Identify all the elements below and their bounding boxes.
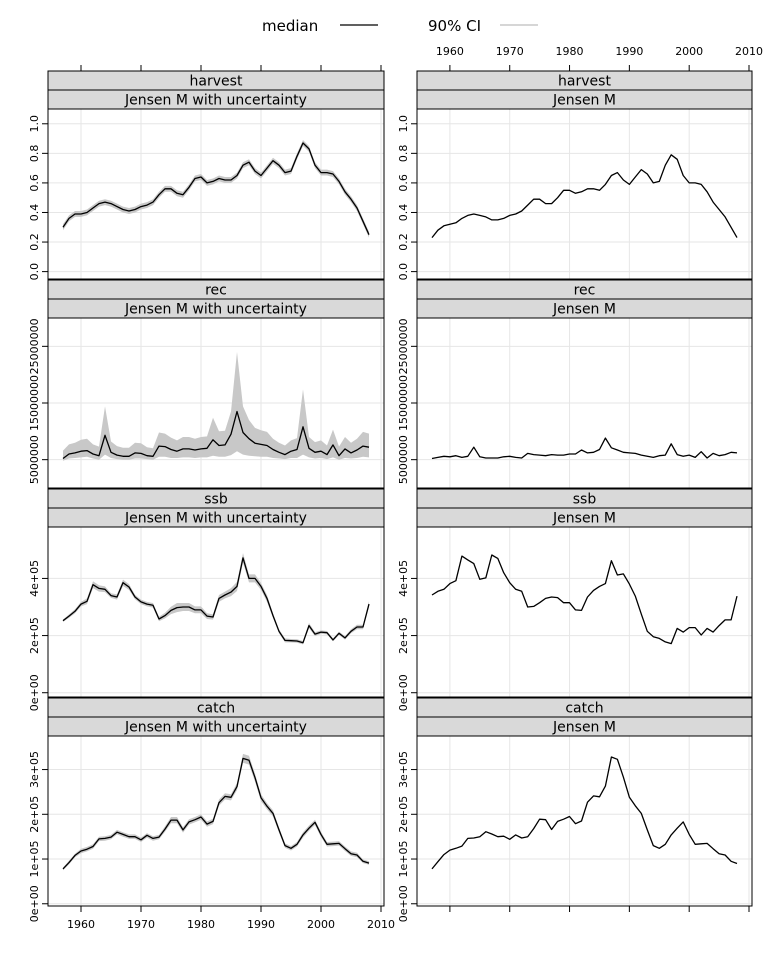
- x-tick-label-top: 1990: [615, 45, 643, 58]
- y-tick-label: 0.6: [28, 174, 41, 192]
- panel-catch-col2: catch Jensen M 0e+00 1e+05 2e+05 3e+05: [397, 697, 753, 922]
- y-tick-label: 15000000: [397, 375, 410, 431]
- y-tick-label: 2e+05: [28, 796, 41, 833]
- panel-border: [416, 108, 753, 280]
- y-tick-label: 25000000: [28, 318, 41, 374]
- strip-variable-label: harvest: [190, 74, 243, 90]
- x-tick-label-bottom: 1980: [187, 918, 215, 931]
- panel-catch-col1: catch Jensen M with uncertainty 0e+00 1e+05…: [28, 697, 395, 931]
- legend-label-median: median: [262, 17, 318, 35]
- y-tick-label: 2e+05: [397, 617, 410, 654]
- x-tick-label-top: 2010: [735, 45, 763, 58]
- y-tick-label: 1e+05: [397, 841, 410, 878]
- legend: median 90% CI: [262, 17, 538, 35]
- y-tick-label: 0.0: [28, 263, 41, 281]
- series-line-ssb: [62, 557, 370, 644]
- ci-band-rec: [63, 352, 369, 461]
- panel-ssb-col1: ssb Jensen M with uncertainty 0e+00 2e+05 4e…: [28, 488, 385, 711]
- y-tick-label: 1.0: [28, 115, 41, 133]
- series-line-ssb: [431, 554, 738, 645]
- x-tick-label-bottom: 1960: [67, 918, 95, 931]
- panel-border: [47, 735, 385, 907]
- y-tick-label: 0.4: [397, 204, 410, 222]
- x-tick-label-bottom: 1990: [247, 918, 275, 931]
- panel-rec-col1: rec Jensen M with uncertainty 5000000 15000…: [28, 279, 385, 489]
- series-line-harvest: [62, 142, 370, 235]
- y-tick-label: 15000000: [28, 375, 41, 431]
- strip-variable-label: rec: [205, 283, 227, 299]
- y-tick-label: 5000000: [397, 435, 410, 484]
- y-tick-label: 1.0: [397, 115, 410, 133]
- x-tick-label-bottom: 1970: [127, 918, 155, 931]
- x-tick-label-top: 2000: [675, 45, 703, 58]
- y-tick-label: 0e+00: [28, 885, 41, 922]
- y-tick-label: 0.2: [28, 233, 41, 251]
- y-tick-label: 25000000: [397, 318, 410, 374]
- y-tick-label: 0e+00: [397, 885, 410, 922]
- x-tick-label-top: 1960: [436, 45, 464, 58]
- strip-variable-label: harvest: [558, 74, 611, 90]
- y-tick-label: 4e+05: [397, 560, 410, 597]
- y-tick-label: 2e+05: [28, 617, 41, 654]
- strip-model-label: Jensen M: [552, 511, 616, 527]
- panels: harvest Jensen M with uncertainty 0.0 0.2 0.…: [28, 45, 763, 931]
- y-tick-label: 3e+05: [397, 751, 410, 788]
- panel-harvest-col1: harvest Jensen M with uncertainty 0.0 0.2 0.…: [28, 65, 385, 281]
- y-tick-label: 1e+05: [28, 841, 41, 878]
- panel-ssb-col2: ssb Jensen M 0e+00 2e+05 4e+05: [397, 488, 753, 711]
- ci-band-harvest: [63, 140, 369, 238]
- y-tick-label: 5000000: [28, 435, 41, 484]
- series-line-catch: [431, 756, 738, 870]
- y-tick-label: 0.8: [397, 145, 410, 163]
- panel-harvest-col2: harvest Jensen M 0.0 0.2 0.4 0.6 0.8 1.0 1960 197…: [397, 45, 763, 280]
- panel-border: [416, 735, 753, 907]
- y-tick-label: 0.8: [28, 145, 41, 163]
- y-tick-label: 0.2: [397, 233, 410, 251]
- strip-model-label: Jensen M with uncertainty: [124, 511, 307, 527]
- y-tick-label: 0e+00: [397, 674, 410, 711]
- x-tick-label-top: 1980: [556, 45, 584, 58]
- strip-model-label: Jensen M: [552, 93, 616, 109]
- panel-border: [47, 108, 385, 280]
- strip-model-label: Jensen M with uncertainty: [124, 720, 307, 736]
- y-tick-label: 3e+05: [28, 751, 41, 788]
- y-tick-label: 0.0: [397, 263, 410, 281]
- panel-border: [47, 526, 385, 698]
- y-tick-label: 0.6: [397, 174, 410, 192]
- ci-band-ssb: [63, 553, 369, 645]
- x-tick-label-bottom: 2010: [367, 918, 395, 931]
- y-tick-label: 2e+05: [397, 796, 410, 833]
- y-tick-label: 0e+00: [28, 674, 41, 711]
- legend-label-ci: 90% CI: [428, 17, 481, 35]
- strip-model-label: Jensen M with uncertainty: [124, 302, 307, 318]
- strip-model-label: Jensen M: [552, 720, 616, 736]
- series-line-rec: [431, 437, 738, 460]
- series-line-rec: [62, 410, 370, 460]
- series-line-catch: [62, 757, 370, 870]
- panel-border: [416, 526, 753, 698]
- strip-variable-label: ssb: [204, 492, 228, 508]
- y-tick-label: 4e+05: [28, 560, 41, 597]
- x-tick-label-top: 1970: [496, 45, 524, 58]
- strip-model-label: Jensen M with uncertainty: [124, 93, 307, 109]
- strip-variable-label: catch: [197, 701, 235, 717]
- strip-variable-label: catch: [565, 701, 603, 717]
- x-tick-label-bottom: 2000: [307, 918, 335, 931]
- y-tick-label: 0.4: [28, 204, 41, 222]
- strip-variable-label: rec: [574, 283, 596, 299]
- strip-variable-label: ssb: [573, 492, 597, 508]
- strip-model-label: Jensen M: [552, 302, 616, 318]
- series-line-harvest: [431, 154, 738, 239]
